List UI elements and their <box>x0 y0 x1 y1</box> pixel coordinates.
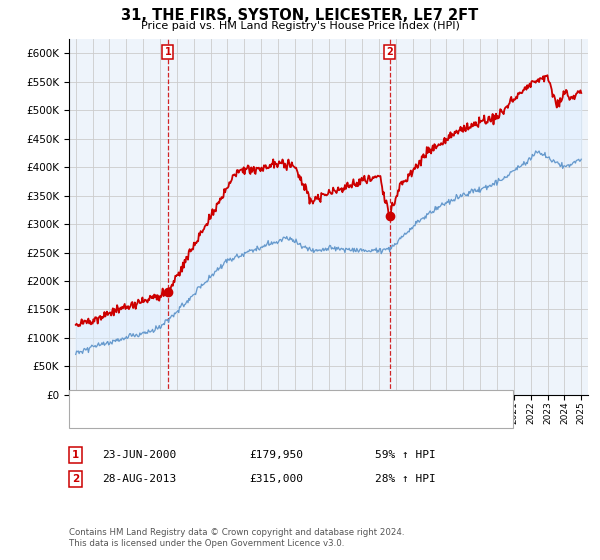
Text: ——: —— <box>75 412 100 426</box>
Text: £179,950: £179,950 <box>249 450 303 460</box>
Text: 1: 1 <box>164 46 171 57</box>
Text: 28% ↑ HPI: 28% ↑ HPI <box>375 474 436 484</box>
Text: 23-JUN-2000: 23-JUN-2000 <box>102 450 176 460</box>
Text: 31, THE FIRS, SYSTON, LEICESTER, LE7 2FT (detached house): 31, THE FIRS, SYSTON, LEICESTER, LE7 2FT… <box>102 396 421 406</box>
Text: Price paid vs. HM Land Registry's House Price Index (HPI): Price paid vs. HM Land Registry's House … <box>140 21 460 31</box>
Text: 59% ↑ HPI: 59% ↑ HPI <box>375 450 436 460</box>
Text: 31, THE FIRS, SYSTON, LEICESTER, LE7 2FT: 31, THE FIRS, SYSTON, LEICESTER, LE7 2FT <box>121 8 479 24</box>
Text: ——: —— <box>75 394 100 408</box>
Text: Contains HM Land Registry data © Crown copyright and database right 2024.
This d: Contains HM Land Registry data © Crown c… <box>69 528 404 548</box>
Text: 28-AUG-2013: 28-AUG-2013 <box>102 474 176 484</box>
Text: HPI: Average price, detached house, Charnwood: HPI: Average price, detached house, Char… <box>102 414 354 424</box>
Text: 2: 2 <box>386 46 393 57</box>
Text: £315,000: £315,000 <box>249 474 303 484</box>
Text: 1: 1 <box>72 450 79 460</box>
Text: 2: 2 <box>72 474 79 484</box>
